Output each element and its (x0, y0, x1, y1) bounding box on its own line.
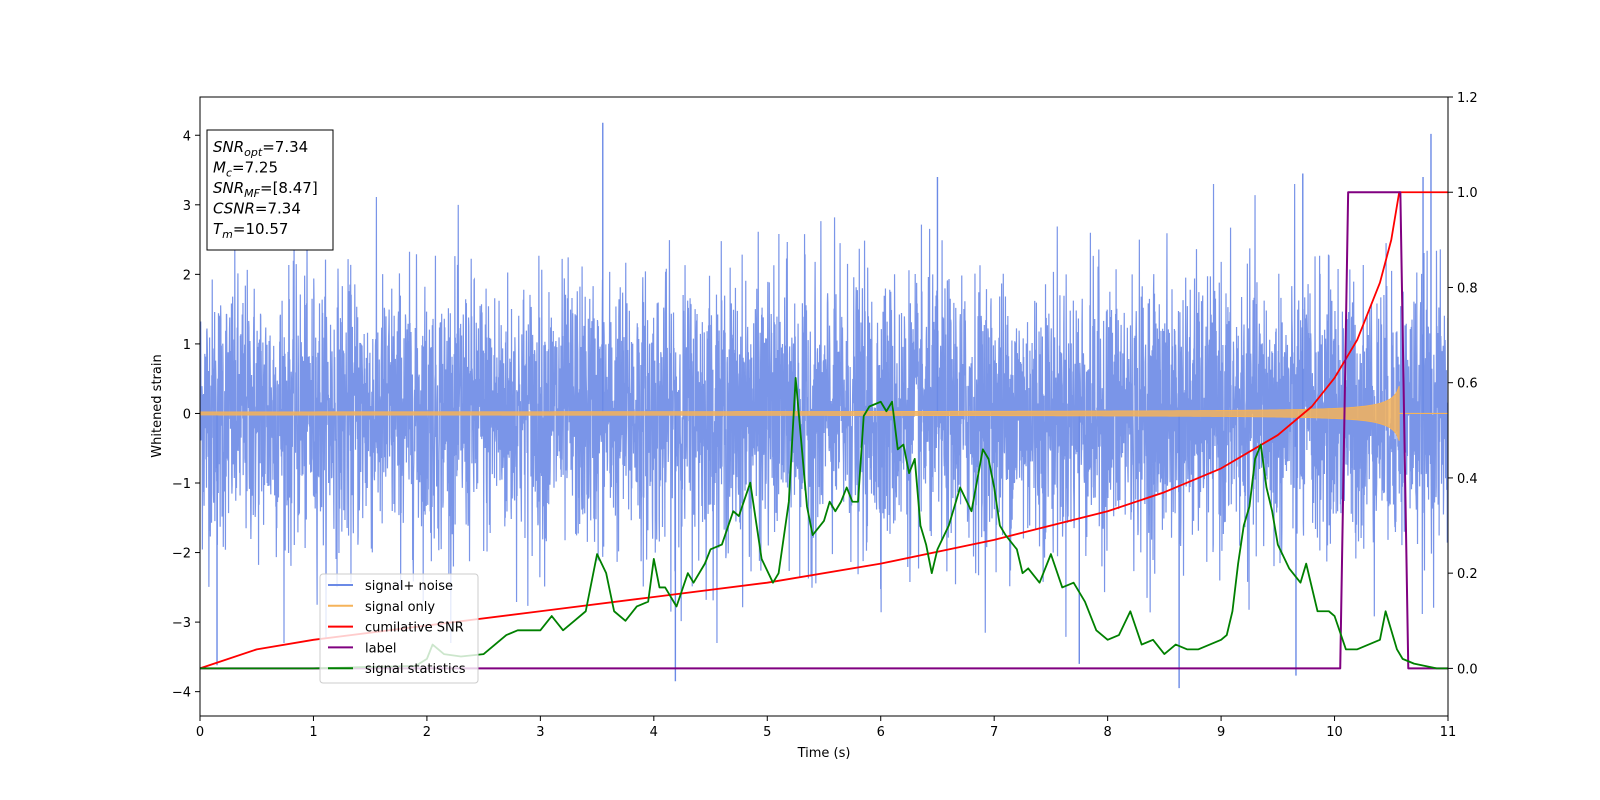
y-left-tick-label: −1 (172, 477, 191, 492)
y-right-tick-label: 0.2 (1457, 567, 1478, 582)
legend-label: signal statistics (365, 662, 466, 677)
x-tick-label: 8 (1103, 725, 1111, 740)
y-left-tick-label: −3 (172, 616, 191, 631)
x-tick-label: 7 (990, 725, 998, 740)
legend-label: label (365, 641, 396, 656)
info-box-line: Tm=10.57 (213, 220, 288, 241)
y-right-tick-label: 0.6 (1457, 377, 1478, 392)
y-left-tick-label: 3 (183, 199, 191, 214)
x-tick-label: 6 (877, 725, 885, 740)
info-box-line: Mc=7.25 (213, 159, 278, 180)
legend-frame (319, 573, 479, 684)
y-left-tick-label: 0 (183, 407, 191, 422)
x-tick-label: 2 (423, 725, 431, 740)
y-left-tick-label: 4 (183, 129, 191, 144)
plot-frame (199, 96, 1449, 717)
x-tick-label: 0 (196, 725, 204, 740)
y-axis-label: Whitened strain (150, 354, 165, 457)
x-tick-label: 9 (1217, 725, 1225, 740)
x-tick-label: 4 (650, 725, 658, 740)
y-left-tick-label: 1 (183, 338, 191, 353)
series-label-line (200, 191, 1448, 670)
noise-peaks (216, 122, 1432, 689)
x-tick-label: 3 (536, 725, 544, 740)
x-axis-label: Time (s) (797, 746, 851, 761)
legend-label: signal only (365, 600, 435, 615)
y-left-tick-label: 2 (183, 268, 191, 283)
y-right-tick-label: 0.4 (1457, 472, 1478, 487)
info-box-line: SNRopt=7.34 (213, 138, 308, 159)
x-tick-label: 11 (1440, 725, 1457, 740)
y-left-tick-label: −2 (172, 547, 191, 562)
x-tick-label: 10 (1326, 725, 1343, 740)
x-tick-label: 1 (309, 725, 317, 740)
legend: signal+ noise signal only cumilative SNR la… (319, 573, 479, 684)
legend-label: signal+ noise (365, 579, 453, 594)
info-box-line: SNRMF=[8.47] (213, 179, 318, 200)
y-right-tick-label: 1.0 (1457, 186, 1478, 201)
ticks-layer: 0 1 2 3 4 5 6 7 8 9 10 11 −4 −3 −2 −1 0 1 2 3 4 0.0 0.2 0.4 0.6 0… (172, 91, 1478, 740)
y-left-tick-label: −4 (172, 686, 191, 701)
x-tick-label: 5 (763, 725, 771, 740)
legend-label: cumilative SNR (365, 621, 464, 636)
series-signal-statistics-line (200, 377, 1448, 670)
y-right-tick-label: 0.0 (1457, 662, 1478, 677)
info-box-line: CSNR=7.34 (213, 200, 301, 218)
y-right-tick-label: 0.8 (1457, 281, 1478, 296)
info-box-frame (206, 129, 334, 251)
series-signal-noise-line (200, 183, 1448, 643)
y-right-tick-label: 1.2 (1457, 91, 1478, 106)
